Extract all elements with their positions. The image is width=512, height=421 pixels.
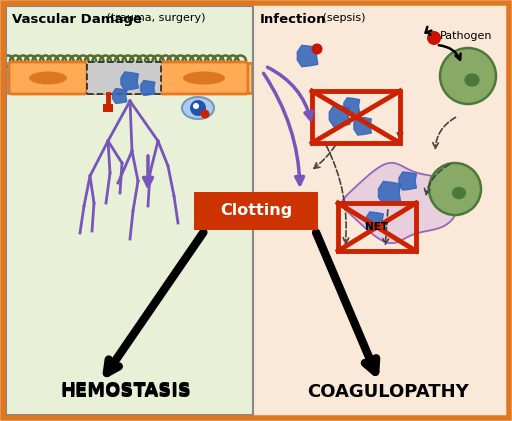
- FancyBboxPatch shape: [194, 192, 318, 230]
- Polygon shape: [121, 72, 138, 90]
- Text: Infection: Infection: [260, 13, 327, 26]
- Polygon shape: [378, 181, 401, 205]
- Circle shape: [190, 100, 206, 116]
- Text: NET: NET: [366, 222, 389, 232]
- Bar: [312, 91, 400, 143]
- Bar: [338, 203, 416, 251]
- Polygon shape: [297, 45, 318, 67]
- Ellipse shape: [452, 187, 466, 199]
- Circle shape: [440, 48, 496, 104]
- Circle shape: [427, 31, 441, 45]
- Bar: [8, 63, 252, 93]
- Bar: [6, 6, 253, 415]
- Text: HEMOSTASIS: HEMOSTASIS: [60, 381, 191, 399]
- Polygon shape: [329, 105, 350, 127]
- Ellipse shape: [29, 72, 67, 85]
- Polygon shape: [366, 212, 383, 230]
- Circle shape: [429, 163, 481, 215]
- FancyBboxPatch shape: [160, 62, 248, 94]
- Ellipse shape: [464, 73, 480, 87]
- Bar: [6, 6, 253, 415]
- Circle shape: [193, 103, 199, 109]
- Bar: [87, 62, 161, 94]
- Ellipse shape: [182, 97, 214, 119]
- Polygon shape: [399, 172, 416, 190]
- Text: (trauma, surgery): (trauma, surgery): [103, 13, 205, 23]
- Bar: [253, 6, 506, 415]
- Text: Pathogen: Pathogen: [440, 31, 493, 41]
- Text: Vascular Damage: Vascular Damage: [12, 13, 142, 26]
- Polygon shape: [344, 98, 359, 114]
- Polygon shape: [342, 163, 458, 243]
- FancyBboxPatch shape: [9, 62, 87, 94]
- Circle shape: [201, 109, 209, 118]
- Text: COAGULOPATHY: COAGULOPATHY: [307, 383, 469, 401]
- Polygon shape: [141, 80, 155, 96]
- Ellipse shape: [183, 72, 225, 85]
- Bar: [103, 104, 113, 112]
- Circle shape: [311, 43, 323, 54]
- Text: HEMOSTASIS: HEMOSTASIS: [60, 383, 191, 401]
- Polygon shape: [113, 88, 127, 104]
- Text: Clotting: Clotting: [220, 203, 292, 218]
- Text: (sepsis): (sepsis): [319, 13, 366, 23]
- Polygon shape: [354, 117, 371, 135]
